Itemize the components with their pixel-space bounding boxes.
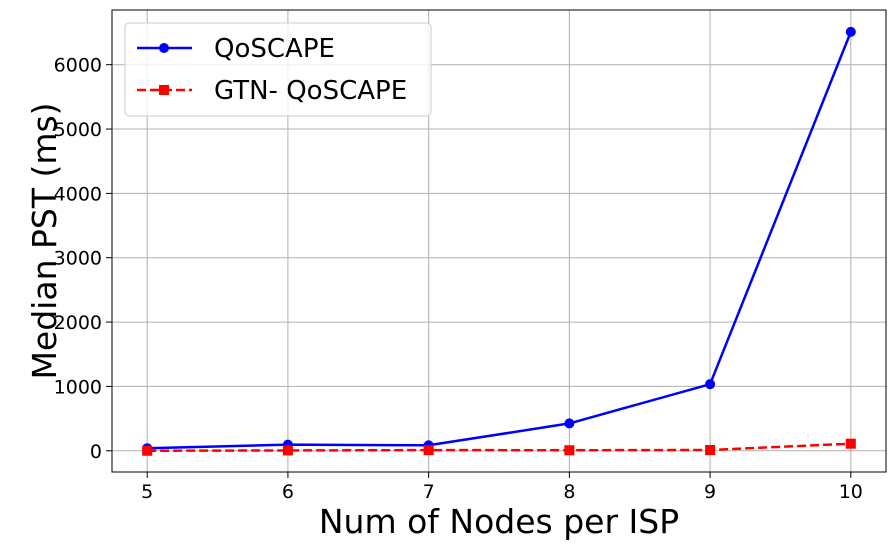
grid-lines [112, 10, 886, 472]
data-point [845, 26, 856, 37]
data-point [564, 418, 575, 429]
data-point [705, 444, 716, 455]
series-line-1 [147, 442, 851, 453]
data-point [142, 445, 153, 456]
x-tick-label: 9 [704, 481, 716, 503]
data-point [423, 445, 434, 456]
legend-label-gtn-qoscape: GTN- QoSCAPE [214, 76, 407, 106]
x-tick-label: 7 [423, 481, 435, 503]
data-point [845, 438, 856, 449]
y-tick-label: 4000 [54, 183, 102, 205]
x-tick-label: 10 [839, 481, 863, 503]
series-line-0 [147, 31, 852, 450]
legend-label-qoscape: QoSCAPE [214, 34, 335, 64]
x-tick-label: 5 [141, 481, 153, 503]
y-tick-label: 0 [90, 441, 102, 463]
y-axis-ticks: 0 1000 2000 3000 4000 5000 6000 [54, 55, 112, 463]
series-layer [142, 26, 856, 456]
y-tick-label: 2000 [54, 312, 102, 334]
y-tick-label: 5000 [54, 119, 102, 141]
x-axis-label: Num of Nodes per ISP [319, 502, 679, 541]
y-tick-label: 1000 [54, 376, 102, 398]
legend-box [124, 22, 432, 117]
y-tick-label: 3000 [54, 248, 102, 270]
legend: QoSCAPE GTN- QoSCAPE [124, 22, 432, 117]
y-tick-label: 6000 [54, 55, 102, 77]
plot-frame [111, 9, 887, 473]
legend-marker-qoscape [159, 43, 169, 53]
data-point [705, 379, 716, 390]
x-tick-label: 6 [282, 481, 294, 503]
legend-marker-gtn-qoscape [159, 85, 169, 95]
y-axis-label: Median PST (ms) [25, 102, 64, 379]
data-point [282, 445, 293, 456]
x-tick-label: 8 [563, 481, 575, 503]
x-axis-ticks: 5 6 7 8 9 10 [141, 472, 863, 503]
data-point [564, 445, 575, 456]
